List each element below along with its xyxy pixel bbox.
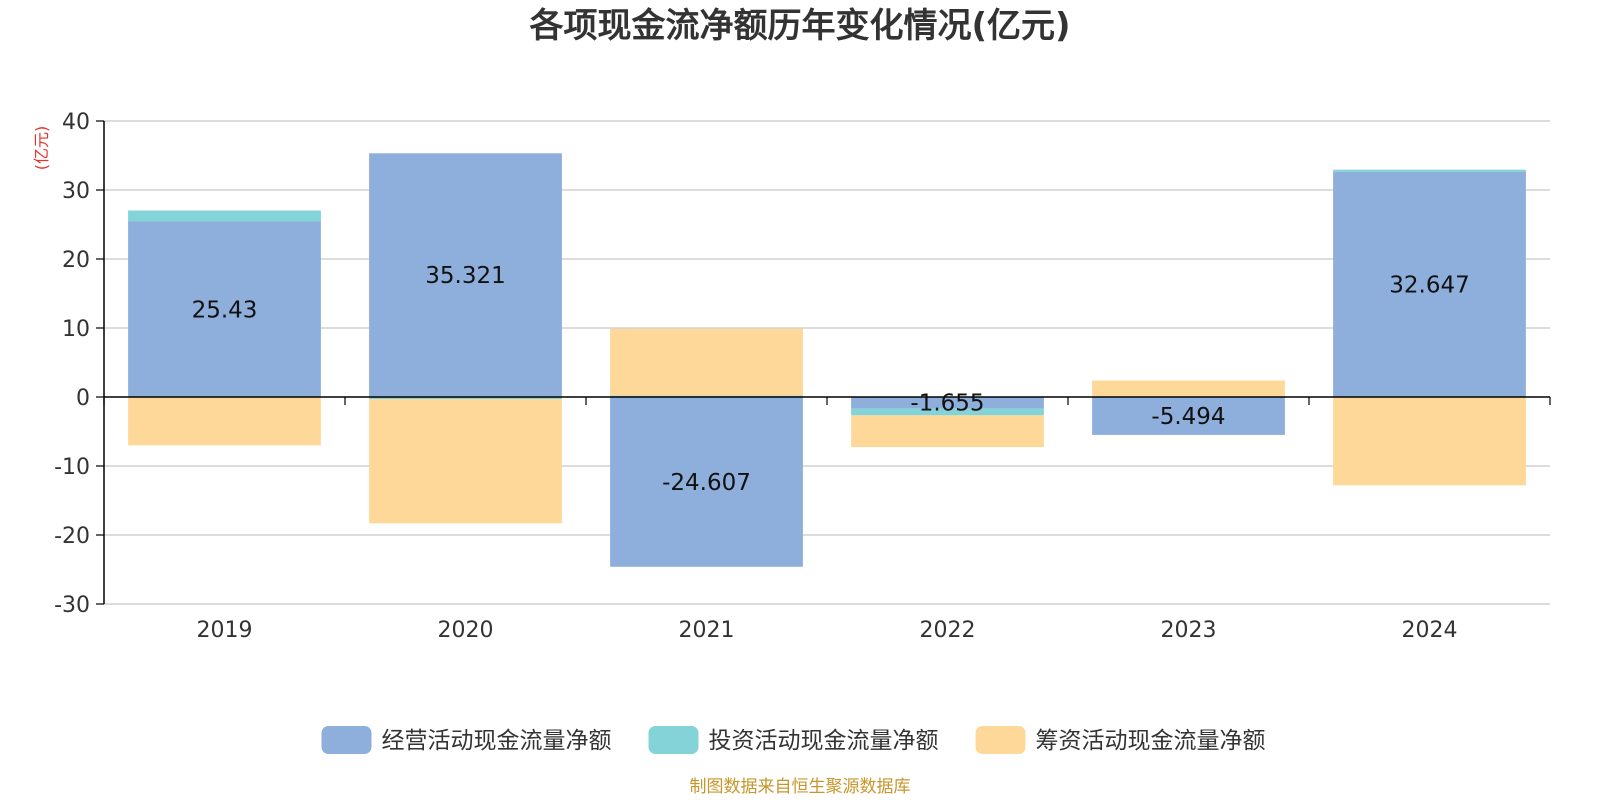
- legend-item-1[interactable]: 经营活动现金流量净额: [321, 726, 612, 754]
- y-tick-label: 10: [62, 317, 90, 342]
- data-label-2023: -5.494: [1151, 404, 1225, 430]
- legend-label: 投资活动现金流量净额: [709, 728, 939, 754]
- legend-item-2[interactable]: 投资活动现金流量净额: [648, 726, 939, 754]
- bar-2024-series-3[interactable]: [1333, 397, 1526, 486]
- legend-label: 筹资活动现金流量净额: [1036, 728, 1266, 754]
- legend-item-3[interactable]: 筹资活动现金流量净额: [975, 726, 1266, 754]
- data-label-2019: 25.43: [192, 297, 258, 323]
- x-tick-label: 2023: [1161, 618, 1217, 643]
- bar-2021-series-1[interactable]: [610, 397, 803, 567]
- x-tick-label: 2021: [679, 618, 735, 643]
- bar-2021-series-3[interactable]: [610, 328, 803, 396]
- bar-2023-series-3[interactable]: [1092, 380, 1285, 397]
- bar-2019-series-2[interactable]: [128, 210, 321, 222]
- bar-2024-series-1[interactable]: [1333, 171, 1526, 397]
- y-tick-label: -20: [54, 524, 90, 549]
- x-tick-label: 2020: [438, 618, 494, 643]
- bar-2022-series-3[interactable]: [851, 415, 1044, 448]
- x-tick-label: 2019: [197, 618, 253, 643]
- data-label-2021: -24.607: [662, 470, 751, 496]
- data-labels: 25.43 35.321 -24.607 -1.655 -5.494 32.647: [192, 263, 1470, 496]
- bar-2020-series-1[interactable]: [369, 153, 562, 397]
- y-tick-label: 40: [62, 110, 90, 135]
- legend-swatch: [648, 726, 699, 754]
- bar-2019-series-3[interactable]: [128, 397, 321, 446]
- y-tick-label: 30: [62, 179, 90, 204]
- bar-2022-series-1[interactable]: [851, 397, 1044, 409]
- y-axis-label: (亿元): [32, 126, 51, 171]
- y-tick-label: 20: [62, 248, 90, 273]
- bars: [128, 153, 1526, 567]
- legend-swatch: [975, 726, 1026, 754]
- bar-2022-series-2[interactable]: [851, 408, 1044, 416]
- y-tick-label: 0: [76, 386, 90, 411]
- legend-label: 经营活动现金流量净额: [382, 728, 612, 754]
- y-tick-label: -30: [54, 593, 90, 618]
- chart-title: 各项现金流净额历年变化情况(亿元): [529, 6, 1070, 46]
- axes: -30 -20 -10 0 10 20 30 40 2019 2020 2021 2022 2023 20…: [54, 110, 1551, 643]
- bar-2020-series-2[interactable]: [369, 397, 562, 400]
- data-label-2024: 32.647: [1389, 272, 1469, 298]
- legend-swatch: [321, 726, 372, 754]
- data-label-2020: 35.321: [425, 263, 505, 289]
- y-tick-label: -10: [54, 455, 90, 480]
- bar-2019-series-1[interactable]: [128, 221, 321, 397]
- bar-2024-series-2[interactable]: [1333, 169, 1526, 172]
- bar-2023-series-1[interactable]: [1092, 397, 1285, 435]
- bar-2020-series-3[interactable]: [369, 399, 562, 524]
- grid-lines: [104, 120, 1550, 605]
- data-label-2022: -1.655: [910, 391, 984, 417]
- source-note: 制图数据来自恒生聚源数据库: [690, 777, 911, 797]
- legend: 经营活动现金流量净额 投资活动现金流量净额 筹资活动现金流量净额: [321, 726, 1266, 754]
- x-tick-label: 2024: [1402, 618, 1458, 643]
- x-tick-label: 2022: [920, 618, 976, 643]
